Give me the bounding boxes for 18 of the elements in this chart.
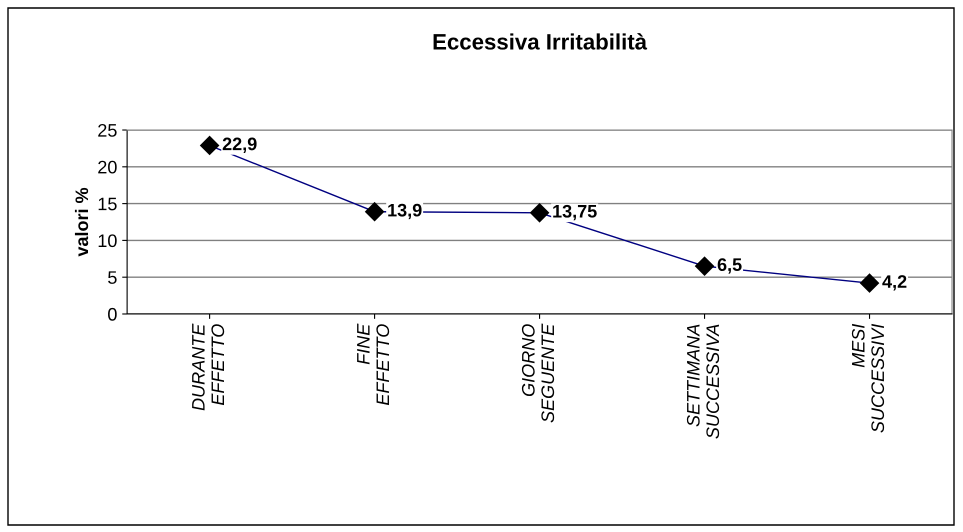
y-axis-title: valori %	[74, 188, 88, 257]
y-tick-label: 0	[108, 308, 117, 321]
x-tick-label: GIORNO SEGUENTE	[522, 324, 554, 423]
data-label: 13,9	[388, 204, 422, 220]
data-label: 13,75	[553, 204, 597, 220]
chart-title: Eccessiva Irritabilità	[434, 33, 648, 50]
data-label: 22,9	[222, 138, 257, 153]
y-tick-label: 25	[98, 124, 117, 137]
y-tick-label: 15	[98, 198, 117, 210]
x-tick-label: MESI SUCCESSIVI	[852, 324, 884, 433]
x-tick-label: DURANTE EFFETTO	[192, 324, 224, 410]
y-tick-label: 20	[98, 160, 117, 174]
x-tick-label: SETTIMANA SUCCESSIVA	[686, 324, 720, 439]
y-tick-label: 5	[108, 271, 117, 284]
data-label: 4,2	[882, 275, 906, 291]
y-tick-label: 10	[98, 234, 117, 248]
x-tick-label: FINE EFFETTO	[357, 324, 390, 406]
data-label: 6,5	[718, 258, 742, 274]
